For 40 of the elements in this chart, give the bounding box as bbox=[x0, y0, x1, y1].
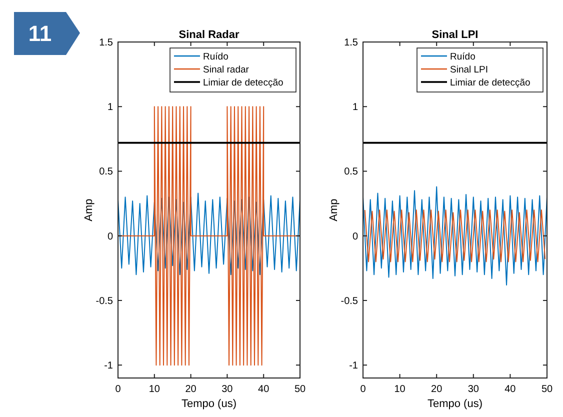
x-tick-label: 50 bbox=[294, 384, 306, 395]
x-tick-label: 0 bbox=[360, 384, 366, 395]
legend-label: Sinal radar bbox=[203, 64, 249, 76]
legend-label: Ruído bbox=[450, 52, 476, 62]
chart-title: Sinal LPI bbox=[432, 29, 478, 41]
legend-label: Ruído bbox=[203, 52, 228, 62]
x-axis-title: Tempo (us) bbox=[181, 398, 237, 410]
legend-label: Limiar de detecção bbox=[203, 78, 284, 88]
y-tick-label: 1 bbox=[107, 102, 114, 114]
chart-title: Sinal Radar bbox=[178, 29, 240, 41]
x-tick-label: 30 bbox=[222, 384, 234, 395]
x-tick-label: 10 bbox=[394, 384, 406, 395]
line-series bbox=[364, 210, 546, 262]
y-tick-label: -0.5 bbox=[340, 296, 358, 307]
y-tick-label: -0.5 bbox=[96, 296, 114, 307]
x-tick-label: 20 bbox=[185, 384, 197, 395]
legend-label: Limiar de detecção bbox=[450, 78, 530, 88]
y-tick-label: 0 bbox=[107, 231, 114, 242]
y-tick-label: -1 bbox=[349, 360, 358, 372]
y-axis-title: Amp bbox=[328, 198, 340, 222]
y-tick-label: 0.5 bbox=[344, 166, 358, 178]
x-tick-label: 10 bbox=[148, 384, 160, 395]
line-series bbox=[118, 192, 300, 276]
x-axis-title: Tempo (us) bbox=[427, 398, 483, 410]
legend-label: Sinal LPI bbox=[450, 64, 488, 76]
y-tick-label: -1 bbox=[104, 360, 114, 372]
x-tick-label: 40 bbox=[504, 384, 516, 395]
line-series bbox=[363, 186, 547, 286]
text: 11 bbox=[28, 21, 52, 46]
y-tick-label: 1.5 bbox=[344, 38, 358, 48]
x-tick-label: 50 bbox=[541, 384, 553, 395]
y-tick-label: 1.5 bbox=[99, 38, 114, 48]
x-tick-label: 20 bbox=[431, 384, 443, 395]
y-tick-label: 0.5 bbox=[99, 166, 114, 178]
y-axis-title: Amp bbox=[83, 198, 95, 222]
y-tick-label: 0 bbox=[352, 231, 358, 242]
x-tick-label: 30 bbox=[468, 384, 480, 395]
y-tick-label: 1 bbox=[352, 102, 358, 114]
x-tick-label: 0 bbox=[115, 384, 122, 395]
x-tick-label: 40 bbox=[258, 384, 270, 395]
